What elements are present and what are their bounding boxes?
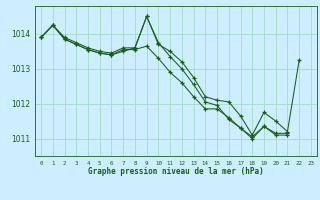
X-axis label: Graphe pression niveau de la mer (hPa): Graphe pression niveau de la mer (hPa) <box>88 167 264 176</box>
